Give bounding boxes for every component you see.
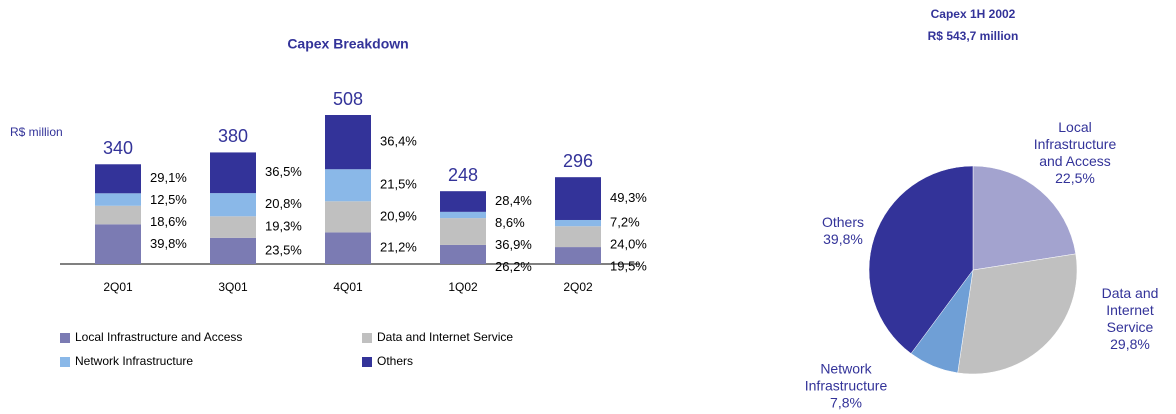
x-tick-label: 2Q02 — [563, 280, 593, 294]
legend-label: Local Infrastructure and Access — [75, 330, 242, 344]
total-label: 508 — [333, 89, 363, 109]
value-label: 36,4% — [380, 134, 417, 149]
bar-segment — [95, 205, 141, 225]
value-label: 8,6% — [495, 215, 525, 230]
pie-slice — [957, 253, 1078, 375]
pie-label: Others 39,8% — [808, 214, 878, 248]
value-label: 18,6% — [150, 214, 187, 229]
value-label: 20,8% — [265, 196, 302, 211]
legend-label: Others — [377, 354, 413, 368]
pie-value-label: 7,8% — [830, 394, 862, 411]
value-label: 7,2% — [610, 215, 640, 230]
bar-segment — [440, 244, 486, 264]
pie-category: Data and Internet Service — [1101, 285, 1159, 335]
pie-value-label: 29,8% — [1110, 336, 1150, 352]
bar-segment — [95, 164, 141, 194]
legend-label: Network Infrastructure — [75, 354, 193, 368]
bar-segment — [325, 115, 371, 170]
bar-segment — [440, 218, 486, 245]
pie-category: Network Infrastructure — [804, 360, 888, 394]
value-label: 23,5% — [265, 242, 302, 257]
pie-value-label: 22,5% — [1055, 170, 1095, 186]
value-label: 36,5% — [265, 164, 302, 179]
bar-segment — [555, 219, 601, 227]
bar-segment — [210, 152, 256, 194]
value-label: 12,5% — [150, 192, 187, 207]
legend-swatch — [60, 357, 70, 367]
total-label: 340 — [103, 138, 133, 158]
value-label: 21,2% — [380, 240, 417, 255]
pie-slice — [972, 165, 1077, 271]
legend-label: Data and Internet Service — [377, 330, 513, 344]
x-tick-label: 2Q01 — [103, 280, 133, 294]
pie-category: Others — [821, 214, 864, 230]
value-label: 19,3% — [265, 218, 302, 233]
pie-label: Local Infrastructure and Access 22,5% — [1023, 119, 1128, 187]
bar-segment — [95, 193, 141, 206]
y-axis-label: R$ million — [10, 125, 63, 139]
bar-segment — [210, 193, 256, 217]
bar-segment — [555, 247, 601, 264]
pie-title: Capex 1H 2002 — [931, 7, 1016, 21]
pie-label: Network Infrastructure 7,8% — [799, 361, 894, 412]
pie-subtitle: R$ 543,7 million — [928, 29, 1019, 43]
bar-segment — [210, 216, 256, 238]
pie-label: Data and Internet Service 29,8% — [1095, 285, 1165, 353]
legend-swatch — [362, 333, 372, 343]
x-tick-label: 3Q01 — [218, 280, 248, 294]
bar-segment — [325, 232, 371, 264]
bar-segment — [325, 201, 371, 233]
total-label: 380 — [218, 126, 248, 146]
value-label: 28,4% — [495, 193, 532, 208]
bar-segment — [325, 169, 371, 202]
legend-swatch — [60, 333, 70, 343]
value-label: 49,3% — [610, 190, 647, 205]
value-label: 26,2% — [495, 259, 532, 274]
bar-segment — [555, 177, 601, 220]
value-label: 36,9% — [495, 237, 532, 252]
value-label: 20,9% — [380, 208, 417, 223]
value-label: 21,5% — [380, 177, 417, 192]
value-label: 24,0% — [610, 237, 647, 252]
x-tick-label: 1Q02 — [448, 280, 478, 294]
chart-title: Capex Breakdown — [287, 36, 408, 52]
total-label: 296 — [563, 151, 593, 171]
total-label: 248 — [448, 165, 478, 185]
bar-segment — [440, 191, 486, 212]
value-label: 19,5% — [610, 259, 647, 274]
pie-value-label: 39,8% — [823, 231, 863, 247]
bar-segment — [555, 226, 601, 248]
value-label: 29,1% — [150, 170, 187, 185]
bar-segment — [210, 237, 256, 264]
bar-segment — [95, 224, 141, 264]
x-tick-label: 4Q01 — [333, 280, 363, 294]
pie-category: Local Infrastructure and Access — [1033, 119, 1117, 169]
bar-segment — [440, 211, 486, 219]
value-label: 39,8% — [150, 236, 187, 251]
legend-swatch — [362, 357, 372, 367]
pie-slice — [868, 165, 974, 354]
